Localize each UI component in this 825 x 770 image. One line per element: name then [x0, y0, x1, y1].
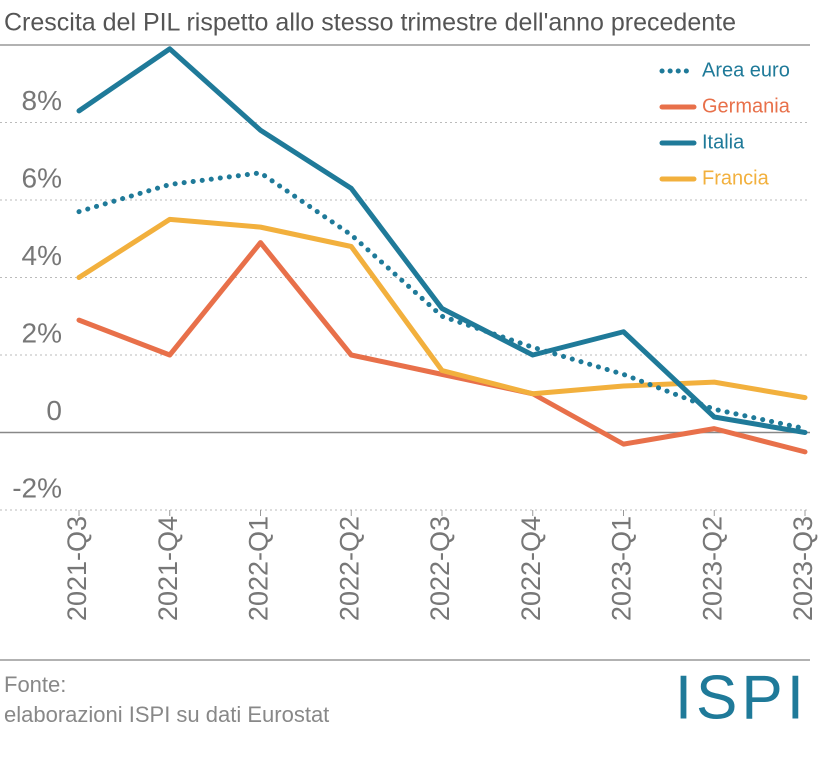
series-line [76, 46, 808, 435]
series-line [76, 216, 808, 401]
legend-label: Area euro [702, 59, 790, 81]
x-tick-label: 2023-Q2 [697, 516, 727, 621]
y-tick-label: 8% [22, 85, 62, 116]
source-label: Fonte: [4, 672, 66, 697]
series-line [76, 170, 808, 432]
source-text: elaborazioni ISPI su dati Eurostat [4, 702, 329, 727]
series-line [76, 240, 808, 455]
legend-label: Italia [702, 131, 745, 153]
logo: ISPI [675, 663, 808, 732]
x-tick-label: 2022-Q4 [516, 516, 546, 621]
y-tick-label: 2% [22, 317, 62, 348]
x-tick-label: 2021-Q4 [153, 516, 183, 621]
x-tick-label: 2022-Q2 [334, 516, 364, 621]
y-tick-label: 4% [22, 240, 62, 271]
y-tick-label: -2% [12, 472, 62, 503]
y-tick-label: 0 [46, 395, 62, 426]
chart-title: Crescita del PIL rispetto allo stesso tr… [4, 9, 736, 37]
y-tick-label: 6% [22, 162, 62, 193]
legend-label: Francia [702, 167, 770, 189]
x-tick-label: 2022-Q3 [425, 516, 455, 621]
x-tick-label: 2021-Q3 [62, 516, 92, 621]
x-tick-label: 2023-Q1 [607, 516, 637, 621]
x-tick-label: 2023-Q3 [788, 516, 818, 621]
legend-label: Germania [702, 95, 791, 117]
x-tick-label: 2022-Q1 [244, 516, 274, 621]
